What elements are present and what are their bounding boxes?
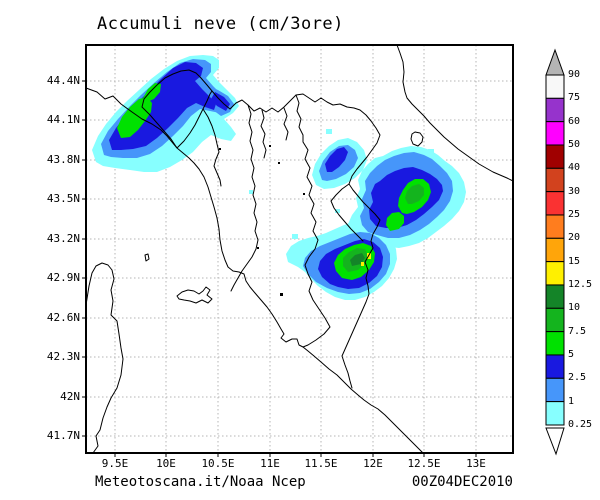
massa-lucca-border [176, 90, 213, 149]
lat-label-42.6: 42.6N [46, 311, 80, 324]
colorbar-label-30: 30 [568, 186, 581, 197]
lucca-pisa-border [202, 108, 222, 187]
colorbar-label-5: 5 [568, 349, 575, 360]
prato-border [283, 107, 289, 141]
colorbar-label-60: 60 [568, 116, 581, 127]
lat-label-43.2: 43.2N [46, 232, 80, 245]
colorbar-label-7.5: 7.5 [568, 326, 587, 337]
colorbar-label-25: 25 [568, 209, 581, 220]
colorbar-label-50: 50 [568, 139, 581, 150]
pisa-florence-border [230, 104, 259, 292]
colorbar-label-15: 15 [568, 256, 581, 267]
snow-shading [92, 55, 466, 300]
map-frame [82, 44, 514, 457]
corsica-coastline [85, 262, 124, 454]
lat-label-42.3: 42.3N [46, 350, 80, 363]
colorbar-arrow-bottom [545, 427, 565, 456]
lucca-pistoia-border [260, 109, 267, 159]
lon-label-12.5: 12.5E [407, 457, 441, 470]
lat-label-43.5: 43.5N [46, 192, 80, 205]
colorbar-label-0.25: 0.25 [568, 419, 593, 430]
lat-label-43.8: 43.8N [46, 153, 80, 166]
colorbar [545, 48, 565, 456]
lon-label-9.5: 9.5E [101, 457, 129, 470]
colorbar-label-40: 40 [568, 162, 581, 173]
colorbar-label-12.5: 12.5 [568, 279, 593, 290]
colorbar-label-1: 1 [568, 396, 575, 407]
lat-label-42.9: 42.9N [46, 271, 80, 284]
lon-label-11.5: 11.5E [304, 457, 338, 470]
lon-label-13: 13E [466, 457, 486, 470]
graticule [86, 45, 513, 453]
adriatic-coastline [396, 44, 514, 182]
colorbar-label-20: 20 [568, 232, 581, 243]
lon-label-10: 10E [156, 457, 176, 470]
colorbar-arrow-top [545, 48, 565, 76]
coastlines-and-borders [85, 44, 514, 454]
giglio-island [280, 293, 283, 296]
florence-siena-grosseto-border [295, 94, 331, 348]
lat-label-41.7: 41.7N [46, 429, 80, 442]
lat-label-44.4: 44.4N [46, 74, 80, 87]
san-marino-border [410, 131, 424, 147]
credit-text: Meteotoscana.it/Noaa Ncep [95, 474, 306, 490]
colorbar-label-75: 75 [568, 92, 581, 103]
page-title: Accumuli neve (cm/3ore) [97, 14, 344, 34]
map-dots [219, 145, 305, 296]
lon-label-12: 12E [363, 457, 383, 470]
elba-island [176, 286, 213, 304]
lon-label-11: 11E [260, 457, 280, 470]
capraia-island [144, 253, 150, 262]
lat-label-42: 42N [60, 390, 80, 403]
datetime-text: 00Z04DEC2010 [411, 474, 513, 490]
lat-label-44.1: 44.1N [46, 113, 80, 126]
lon-label-10.5: 10.5E [201, 457, 235, 470]
siena-arezzo-border [330, 183, 364, 242]
colorbar-label-2.5: 2.5 [568, 372, 587, 383]
colorbar-label-10: 10 [568, 302, 581, 313]
tyrrhenian-coastline [85, 87, 424, 454]
apennine-region-border [141, 69, 381, 389]
colorbar-label-90: 90 [568, 69, 581, 80]
